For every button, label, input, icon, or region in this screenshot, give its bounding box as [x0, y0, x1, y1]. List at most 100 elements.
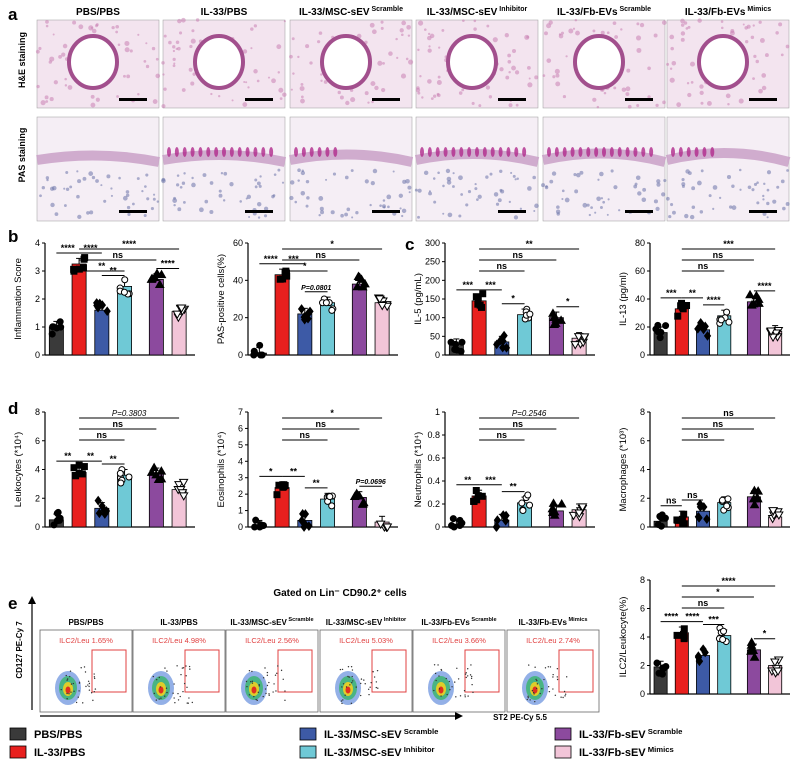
- tissue-cell: [607, 198, 610, 201]
- event-dot: [547, 686, 550, 688]
- legend-label: IL-33/MSC-sEV Scramble: [324, 727, 439, 741]
- significance-label: **: [64, 451, 72, 461]
- ilc2-gate: [184, 649, 220, 693]
- event-dot: [280, 669, 283, 672]
- airway-lumen: [320, 34, 372, 90]
- goblet-cell: [182, 147, 187, 157]
- tissue-cell: [592, 97, 597, 102]
- tissue-cell: [172, 64, 176, 68]
- tissue-cell: [399, 28, 404, 33]
- tissue-cell: [115, 30, 119, 34]
- event-dot: [273, 683, 275, 685]
- tissue-cell: [401, 214, 404, 218]
- event-dot: [268, 693, 270, 695]
- tissue-cell: [182, 200, 186, 204]
- data-point: [573, 333, 584, 342]
- data-point: [524, 491, 532, 499]
- data-point: [657, 522, 665, 530]
- tissue-cell: [300, 95, 304, 99]
- tissue-cell: [58, 55, 62, 59]
- tissue-cell: [603, 91, 607, 95]
- goblet-cell: [420, 147, 424, 157]
- data-point: [725, 318, 733, 326]
- goblet-cell: [625, 147, 630, 157]
- tissue-cell: [153, 193, 156, 196]
- data-point: [751, 290, 762, 300]
- data-point: [547, 507, 558, 516]
- event-dot: [464, 694, 466, 696]
- pas-image-tile: [415, 116, 539, 222]
- y-tick-label: 0: [238, 350, 243, 360]
- tissue-cell: [562, 94, 567, 99]
- significance-label: ****: [83, 243, 98, 253]
- event-dot: [78, 690, 80, 692]
- tissue-cell: [188, 67, 193, 72]
- histology-column-title: IL-33/Fb-EVs Scramble: [557, 6, 651, 18]
- tissue-cell: [766, 201, 770, 206]
- tissue-cell: [253, 24, 258, 28]
- y-tick-label: 0: [640, 350, 645, 360]
- tissue-cell: [486, 24, 490, 28]
- event-dot: [85, 685, 87, 688]
- tissue-cell: [687, 25, 691, 29]
- data-point: [474, 293, 482, 301]
- y-axis-label: Inflammation Score: [13, 258, 24, 340]
- tissue-cell: [132, 202, 135, 206]
- y-tick-label: 1: [238, 506, 243, 516]
- tissue-cell: [600, 30, 605, 35]
- event-dot: [90, 692, 93, 694]
- tissue-cell: [209, 181, 214, 185]
- tissue-cell: [661, 20, 667, 25]
- data-point: [70, 265, 78, 273]
- tissue-cell: [759, 38, 765, 43]
- tissue-cell: [742, 23, 745, 26]
- tissue-cell: [549, 179, 554, 184]
- event-dot: [155, 678, 158, 681]
- tissue-cell: [510, 171, 513, 175]
- y-tick-label: 0: [435, 350, 440, 360]
- tissue-cell: [161, 104, 166, 109]
- significance-label: ns: [315, 419, 326, 429]
- tissue-cell: [478, 104, 482, 108]
- event-dot: [375, 681, 378, 683]
- tissue-cell: [369, 22, 375, 28]
- goblet-cell: [617, 147, 622, 157]
- tissue-cell: [592, 29, 596, 33]
- event-dot: [527, 695, 529, 697]
- bar-1: [71, 263, 87, 356]
- goblet-cell: [451, 147, 456, 157]
- data-point: [574, 509, 585, 518]
- y-tick-label: 3: [238, 473, 243, 483]
- tissue-cell: [53, 80, 58, 85]
- tissue-cell: [271, 78, 276, 84]
- tissue-cell: [183, 172, 186, 175]
- tissue-cell: [396, 56, 399, 59]
- legend-label: IL-33/Fb-sEV Scramble: [579, 727, 683, 741]
- tissue-cell: [143, 60, 147, 63]
- tissue-cell: [590, 206, 593, 209]
- tissue-cell: [633, 184, 638, 189]
- significance-label: ***: [462, 280, 473, 290]
- tissue-cell: [320, 210, 325, 215]
- significance-label: ns: [497, 430, 508, 440]
- data-point: [683, 301, 691, 309]
- event-dot: [93, 691, 96, 693]
- event-dot: [258, 684, 260, 686]
- ilc2-gate: [277, 649, 313, 693]
- tissue-cell: [88, 25, 94, 31]
- significance-label: *: [330, 239, 334, 249]
- y-tick-label: 4: [640, 465, 645, 475]
- tissue-cell: [395, 37, 398, 41]
- tissue-cell: [656, 179, 661, 184]
- tissue-cell: [408, 191, 411, 194]
- tissue-cell: [386, 194, 392, 200]
- event-dot: [66, 678, 69, 680]
- event-dot: [268, 681, 270, 684]
- data-point: [94, 495, 102, 506]
- airway-lumen: [697, 34, 749, 90]
- event-dot: [556, 676, 559, 678]
- data-point: [717, 316, 725, 324]
- tissue-cell: [620, 28, 623, 31]
- tissue-cell: [151, 46, 156, 51]
- event-dot: [257, 691, 260, 693]
